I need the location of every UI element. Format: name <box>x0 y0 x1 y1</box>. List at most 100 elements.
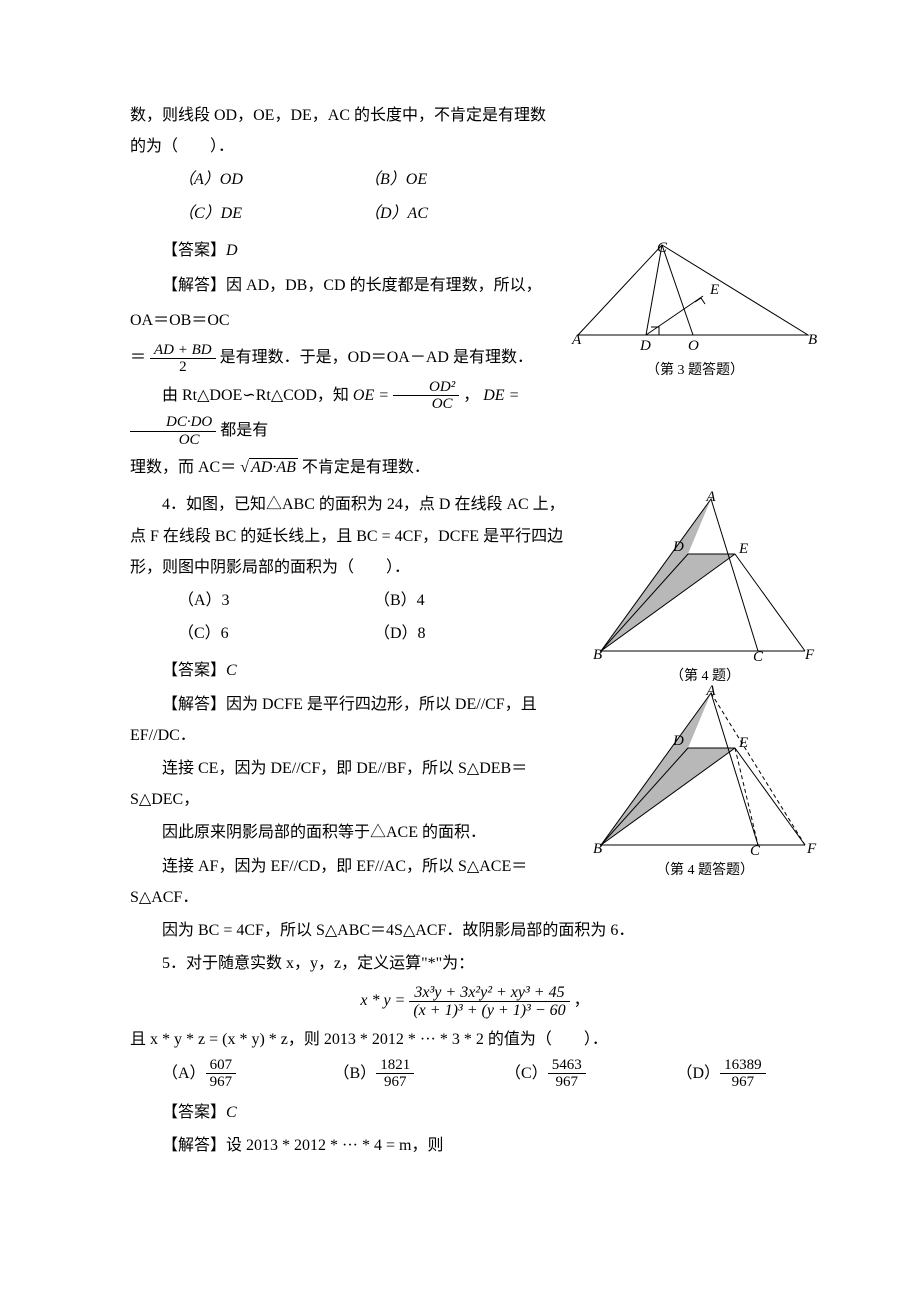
q4-answer-value: C <box>226 662 237 679</box>
svg-text:B: B <box>593 841 602 855</box>
q5-f-den: (x + 1)³ + (y + 1)³ − 60 <box>409 1002 569 1020</box>
svg-text:B: B <box>593 647 602 661</box>
label-O: O <box>688 338 699 354</box>
q5-option-c: （C） 5463 967 <box>505 1057 649 1091</box>
q5-option-b: （B） 1821 967 <box>334 1057 478 1091</box>
q4-triangle-svg-source: A B C F D E <box>593 491 818 661</box>
n: 16389 <box>720 1057 766 1075</box>
optB-frac: 1821 967 <box>376 1057 414 1091</box>
q3-exp3-post: 不肯定是有理数． <box>302 459 430 476</box>
label-C: C <box>657 240 668 256</box>
q5-f-num: 3x³y + 3x²y² + xy³ + 45 <box>409 984 569 1003</box>
q5-f-lhs: x * y = <box>360 992 405 1009</box>
q3-figure-block: C A B D O E （第 3 题答题） <box>570 240 820 384</box>
n: 5463 <box>548 1057 586 1075</box>
eq-post: 是有理数．于是，OD＝OA－AD 是有理数． <box>220 349 533 366</box>
optD-lab: （D） <box>677 1058 721 1089</box>
q4-figure-caption-ans: （第 4 题答题） <box>590 857 820 884</box>
q4-triangle-svg-answer: A B C F D E <box>593 685 818 855</box>
q5-answer-line: 【答案】C <box>130 1097 820 1128</box>
explain-label: 【解答】 <box>162 696 226 713</box>
q4-figure-answer-block: A B C F D E （第 4 题答题） <box>590 685 820 884</box>
svg-text:C: C <box>750 843 761 855</box>
d: 967 <box>720 1074 766 1091</box>
q3-explain-2: 由 Rt△DOE∽Rt△COD，知 OE = OD² OC ， DE = DC·… <box>130 378 820 449</box>
d: 967 <box>548 1074 586 1091</box>
q5-main-frac: 3x³y + 3x²y² + xy³ + 45 (x + 1)³ + (y + … <box>409 984 569 1020</box>
q4-exp5: 因为 BC = 4CF，所以 S△ABC＝4S△ACF．故阴影局部的面积为 6． <box>130 915 820 946</box>
q3-exp2-pre: 由 Rt△DOE∽Rt△COD，知 <box>162 387 349 404</box>
explain-label: 【解答】 <box>162 277 226 294</box>
optC-frac: 5463 967 <box>548 1057 586 1091</box>
optB-lab: （B） <box>334 1058 377 1089</box>
q3-option-a: （A）OD <box>178 164 364 195</box>
label-A: A <box>571 332 582 348</box>
q5-exp1: 【解答】设 2013 * 2012 * ··· * 4 = m，则 <box>130 1130 820 1161</box>
label-B: B <box>808 332 817 348</box>
q5-exp1-t: 设 2013 * 2012 * ··· * 4 = m，则 <box>226 1137 443 1154</box>
answer-label: 【答案】 <box>162 242 226 259</box>
de-eq: DE = <box>483 387 519 404</box>
optA-frac: 607 967 <box>206 1057 237 1091</box>
q4-figure-source-block: A B C F D E （第 4 题） <box>590 491 820 690</box>
n: 607 <box>206 1057 237 1075</box>
oe-eq: OE = <box>353 387 389 404</box>
optA-lab: （A） <box>162 1058 206 1089</box>
q5-answer-value: C <box>226 1104 237 1121</box>
frac-oe: OD² OC <box>393 379 459 413</box>
n: 1821 <box>376 1057 414 1075</box>
q3-stem-continued: 数，则线段 OD，OE，DE，AC 的长度中，不肯定是有理数的为（ ）． <box>130 100 820 162</box>
q3-option-b: （B）OE <box>364 164 550 195</box>
comma: ， <box>463 387 479 404</box>
q5-stem: 5．对于随意实数 x，y，z，定义运算"*"为： <box>130 948 820 979</box>
q3-figure-caption: （第 3 题答题） <box>570 357 820 384</box>
q5-f-trail: ， <box>574 992 590 1009</box>
svg-text:A: A <box>705 685 716 699</box>
svg-text:E: E <box>738 541 748 557</box>
q5-option-a: （A） 607 967 <box>162 1057 306 1091</box>
q3-option-c: （C）DE <box>178 198 364 229</box>
sqrt-content: AD·AB <box>249 458 298 476</box>
q5-formula: x * y = 3x³y + 3x²y² + xy³ + 45 (x + 1)³… <box>130 983 820 1019</box>
svg-text:E: E <box>738 735 748 751</box>
eq-pre: ＝ <box>130 349 146 366</box>
q5-options: （A） 607 967 （B） 1821 967 （C） 5463 967 （D… <box>130 1057 820 1091</box>
frac-ad-bd: AD + BD 2 <box>150 342 216 376</box>
frac-den: OC <box>130 432 216 449</box>
q3-option-d: （D）AC <box>364 198 550 229</box>
q3-exp3-pre: 理数，而 AC＝ <box>130 459 236 476</box>
frac-den: 2 <box>150 359 216 376</box>
d: 967 <box>376 1074 414 1091</box>
frac-num: OD² <box>393 379 459 397</box>
q3-answer-value: D <box>226 242 238 259</box>
svg-text:F: F <box>804 647 815 661</box>
optC-lab: （C） <box>505 1058 548 1089</box>
q3-triangle-svg: C A B D O E <box>570 240 820 355</box>
svg-text:C: C <box>753 649 764 661</box>
q4-option-a: （A）3 <box>178 585 374 616</box>
q3-exp2-post: 都是有 <box>220 422 268 439</box>
svg-text:D: D <box>672 539 684 555</box>
label-D: D <box>639 338 651 354</box>
q4-stem-text: 4．如图，已知△ABC 的面积为 24，点 D 在线段 AC 上，点 F 在线段… <box>130 496 565 575</box>
svg-text:A: A <box>705 491 716 505</box>
sqrt-symbol: √ <box>240 459 249 476</box>
q4-option-b: （B）4 <box>374 585 570 616</box>
q3-explain-3: 理数，而 AC＝ √AD·AB 不肯定是有理数． <box>130 450 820 485</box>
q5-option-d: （D） 16389 967 <box>677 1057 821 1091</box>
q5-line2: 且 x * y * z = (x * y) * z，则 2013 * 2012 … <box>130 1024 820 1055</box>
frac-num: DC·DO <box>130 414 216 432</box>
optD-frac: 16389 967 <box>720 1057 766 1091</box>
frac-num: AD + BD <box>150 342 216 360</box>
label-E: E <box>709 282 719 298</box>
svg-text:F: F <box>806 841 817 855</box>
answer-label: 【答案】 <box>162 1104 226 1121</box>
q4-option-c: （C）6 <box>178 618 374 649</box>
explain-label: 【解答】 <box>162 1137 226 1154</box>
answer-label: 【答案】 <box>162 662 226 679</box>
frac-den: OC <box>393 396 459 413</box>
svg-text:D: D <box>672 733 684 749</box>
frac-de: DC·DO OC <box>130 414 216 448</box>
d: 967 <box>206 1074 237 1091</box>
q4-option-d: （D）8 <box>374 618 570 649</box>
